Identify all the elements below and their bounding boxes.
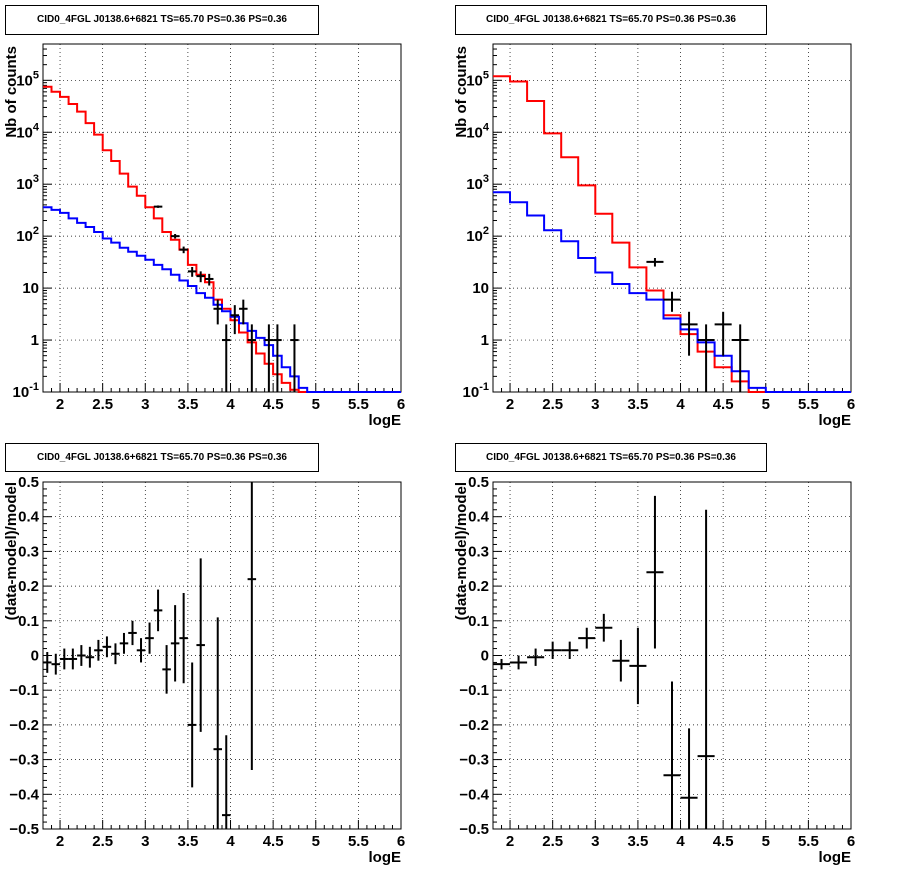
y-tick-label: 10 — [22, 280, 39, 297]
x-axis-label: logE — [819, 412, 852, 429]
title-box-bottom-right: CID0_4FGL J0138.6+6821 TS=65.70 PS=0.36 … — [455, 443, 767, 472]
histogram-series-line — [43, 85, 401, 393]
x-tick-label: 4.5 — [263, 396, 284, 413]
y-tick-label: 0.2 — [468, 578, 489, 595]
x-tick-label: 2 — [506, 396, 514, 413]
y-axis-label: Nb of counts — [453, 46, 470, 138]
y-tick-label: 10 — [472, 280, 489, 297]
x-tick-label: 5.5 — [348, 396, 369, 413]
chart-title: CID0_4FGL J0138.6+6821 TS=65.70 PS=0.36 … — [37, 452, 287, 463]
y-tick-label: 0.2 — [18, 578, 39, 595]
x-tick-label: 2 — [506, 833, 514, 850]
x-tick-label: 6 — [397, 833, 405, 850]
y-tick-label: 1 — [31, 332, 39, 349]
x-tick-label: 3.5 — [627, 396, 648, 413]
y-tick-label: 10-1 — [13, 381, 39, 401]
y-tick-label: −0.2 — [459, 717, 489, 734]
x-tick-label: 3.5 — [627, 833, 648, 850]
x-tick-label: 2.5 — [542, 833, 563, 850]
chart-title: CID0_4FGL J0138.6+6821 TS=65.70 PS=0.36 … — [486, 452, 736, 463]
x-tick-label: 6 — [397, 396, 405, 413]
y-tick-label: −0.3 — [459, 752, 489, 769]
x-tick-label: 2 — [56, 833, 64, 850]
title-box-top-left: CID0_4FGL J0138.6+6821 TS=65.70 PS=0.36 … — [5, 5, 319, 35]
histogram-series-line — [43, 206, 401, 393]
y-tick-label: 1 — [481, 332, 489, 349]
histogram-series-line — [493, 191, 851, 393]
x-tick-label: 4 — [676, 396, 685, 413]
x-tick-label: 6 — [847, 833, 855, 850]
y-tick-label: 105 — [466, 69, 489, 89]
chart-title: CID0_4FGL J0138.6+6821 TS=65.70 PS=0.36 … — [486, 14, 736, 25]
title-box-top-right: CID0_4FGL J0138.6+6821 TS=65.70 PS=0.36 … — [455, 5, 767, 35]
x-tick-label: 5.5 — [798, 833, 819, 850]
y-tick-label: −0.1 — [9, 682, 39, 699]
x-tick-label: 5 — [312, 833, 320, 850]
y-tick-label: 102 — [16, 225, 39, 245]
y-tick-label: 0.5 — [18, 474, 39, 491]
x-tick-label: 5.5 — [798, 396, 819, 413]
histogram-series-line — [493, 75, 851, 393]
x-tick-label: 5 — [312, 396, 320, 413]
y-tick-label: −0.4 — [459, 786, 489, 803]
y-tick-label: 0 — [31, 648, 39, 665]
y-tick-label: 0.3 — [18, 543, 39, 560]
x-tick-label: 4.5 — [713, 396, 734, 413]
y-tick-label: 0.4 — [468, 509, 490, 526]
x-tick-label: 2.5 — [92, 833, 113, 850]
y-tick-label: −0.2 — [9, 717, 39, 734]
x-tick-label: 4.5 — [713, 833, 734, 850]
x-tick-label: 4.5 — [263, 833, 284, 850]
y-tick-label: 0.4 — [18, 509, 40, 526]
y-tick-label: −0.3 — [9, 752, 39, 769]
x-tick-label: 3.5 — [177, 396, 198, 413]
x-tick-label: 2.5 — [92, 396, 113, 413]
x-tick-label: 2.5 — [542, 396, 563, 413]
x-tick-label: 5 — [762, 396, 770, 413]
y-tick-label: 10-1 — [463, 381, 489, 401]
y-tick-label: −0.4 — [9, 786, 39, 803]
chart-title: CID0_4FGL J0138.6+6821 TS=65.70 PS=0.36 … — [37, 14, 287, 25]
y-tick-label: 103 — [466, 173, 489, 193]
x-tick-label: 2 — [56, 396, 64, 413]
x-tick-label: 3 — [141, 396, 149, 413]
y-tick-label: 104 — [16, 121, 40, 141]
y-tick-label: −0.1 — [459, 682, 489, 699]
x-tick-label: 5.5 — [348, 833, 369, 850]
x-tick-label: 3 — [141, 833, 149, 850]
y-tick-label: −0.5 — [9, 821, 39, 838]
y-tick-label: 0.1 — [468, 613, 489, 630]
x-tick-label: 3 — [591, 833, 599, 850]
y-tick-label: −0.5 — [459, 821, 489, 838]
x-tick-label: 4 — [226, 396, 235, 413]
y-axis-label: Nb of counts — [3, 46, 20, 138]
x-tick-label: 3 — [591, 396, 599, 413]
y-axis-label: (data-model)/model — [453, 482, 470, 620]
y-tick-label: 104 — [466, 121, 490, 141]
y-axis-label: (data-model)/model — [3, 482, 20, 620]
y-tick-label: 0.1 — [18, 613, 39, 630]
y-tick-label: 105 — [16, 69, 39, 89]
y-tick-label: 102 — [466, 225, 489, 245]
y-tick-label: 0.3 — [468, 543, 489, 560]
title-box-bottom-left: CID0_4FGL J0138.6+6821 TS=65.70 PS=0.36 … — [5, 443, 319, 472]
x-tick-label: 5 — [762, 833, 770, 850]
y-tick-label: 103 — [16, 173, 39, 193]
x-axis-label: logE — [369, 849, 402, 866]
x-tick-label: 4 — [676, 833, 685, 850]
x-tick-label: 3.5 — [177, 833, 198, 850]
y-tick-label: 0 — [481, 648, 489, 665]
x-axis-label: logE — [819, 849, 852, 866]
x-axis-label: logE — [369, 412, 402, 429]
x-tick-label: 4 — [226, 833, 235, 850]
x-tick-label: 6 — [847, 396, 855, 413]
y-tick-label: 0.5 — [468, 474, 489, 491]
